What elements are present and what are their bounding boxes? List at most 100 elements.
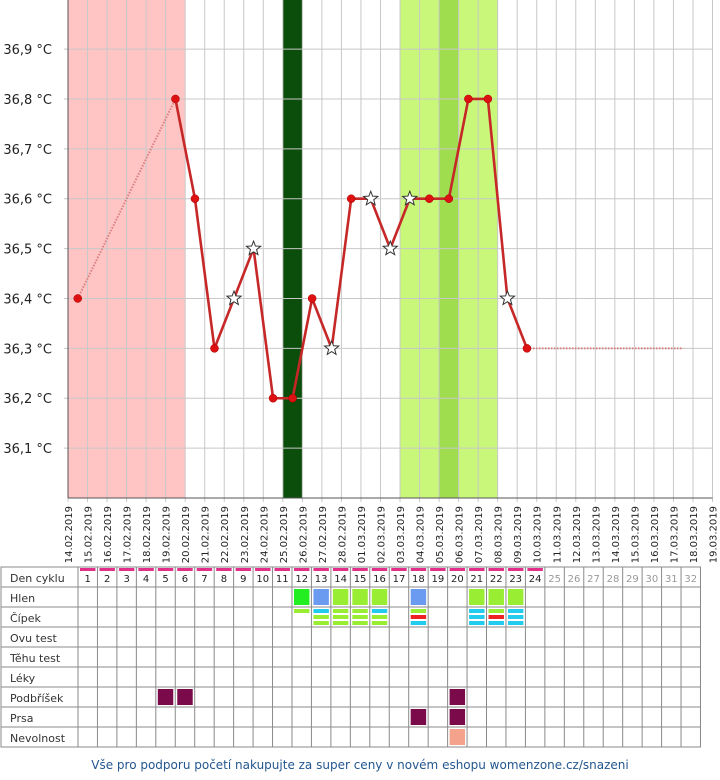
temperature-segment [252, 248, 275, 399]
cycle-day-number: 26 [568, 574, 581, 585]
hlen-mark [469, 589, 485, 605]
cycle-day-number: 29 [626, 574, 639, 585]
temperature-segment [389, 198, 411, 250]
x-tick-label: 09.03.2019 [513, 506, 524, 563]
x-tick-label: 22.02.2019 [220, 506, 231, 563]
recorded-day-flag [177, 568, 193, 571]
recorded-day-flag [371, 568, 388, 571]
cycle-day-number: 5 [162, 574, 168, 585]
prsa-mark [410, 709, 427, 725]
star-marker [401, 189, 419, 206]
temperature-segment [486, 98, 509, 299]
x-tick-label: 17.02.2019 [123, 506, 134, 563]
cipek-mark [352, 615, 368, 619]
cipek-mark [313, 609, 329, 613]
hlen-mark [352, 589, 368, 605]
recorded-day-flag [527, 568, 543, 571]
recorded-day-flag [293, 568, 310, 571]
temperature-chart: 36,1 °C 36,2 °C 36,3 °C 36,4 °C 36,5 °C 36,6 … [3, 0, 719, 563]
cycle-day-number: 23 [509, 574, 522, 585]
x-tick-label: 08.03.2019 [494, 506, 505, 563]
recorded-day-flag [332, 568, 349, 571]
dot-marker [522, 344, 532, 353]
temperature-segment [447, 98, 470, 199]
x-tick-label: 20.02.2019 [181, 506, 192, 563]
cycle-day-number: 24 [529, 574, 542, 585]
temperature-segment [369, 198, 392, 250]
table-row-label: Podbříšek [10, 692, 64, 705]
cycle-day-number: 9 [240, 574, 246, 585]
dot-marker [346, 194, 356, 203]
cipek-mark [371, 621, 388, 625]
table-row-label: Čípek [10, 612, 41, 625]
x-tick-label: 15.02.2019 [84, 506, 95, 563]
x-tick-label: 01.03.2019 [357, 506, 368, 563]
hlen-mark [410, 589, 427, 605]
cipek-mark [410, 609, 427, 613]
cipek-mark [410, 615, 427, 619]
table-row-label: Hlen [10, 592, 35, 605]
x-tick-label: 25.02.2019 [279, 506, 290, 563]
x-tick-label: 16.03.2019 [650, 506, 661, 563]
cycle-day-number: 17 [393, 574, 406, 585]
cycle-day-number: 14 [334, 574, 347, 585]
x-tick-label: 14.03.2019 [611, 506, 622, 563]
x-tick-label: 16.02.2019 [103, 506, 114, 563]
cipek-mark [488, 621, 504, 625]
x-tick-label: 07.03.2019 [474, 506, 485, 563]
x-tick-label: 14.02.2019 [64, 506, 75, 563]
cycle-day-number: 19 [432, 574, 445, 585]
recorded-day-flag [99, 568, 115, 571]
cipek-mark [352, 621, 368, 625]
y-tick-label: 36,1 °C [3, 442, 52, 457]
x-tick-label: 18.02.2019 [142, 506, 153, 563]
cipek-mark [507, 621, 524, 625]
table-row-label: Těhu test [9, 652, 61, 665]
cycle-day-number: 15 [354, 574, 367, 585]
cipek-mark [507, 615, 524, 619]
dot-marker [73, 294, 83, 303]
star-marker [323, 339, 341, 356]
x-tick-label: 27.02.2019 [318, 506, 329, 563]
temperature-segment [330, 198, 353, 349]
temperature-segment [506, 298, 529, 349]
hlen-mark [488, 589, 504, 605]
recorded-day-flag [507, 568, 524, 571]
podbrisek-mark [157, 689, 174, 705]
x-tick-label: 21.02.2019 [201, 506, 212, 563]
cipek-mark [313, 621, 329, 625]
prsa-mark [449, 709, 466, 725]
x-axis-ticks: 14.02.2019 15.02.2019 16.02.2019 17.02.2019… [64, 506, 719, 563]
star-marker [245, 239, 262, 256]
hlen-mark [332, 589, 349, 605]
cycle-day-number: 12 [295, 574, 308, 585]
cycle-day-number: 27 [587, 574, 600, 585]
dot-marker [171, 94, 180, 104]
footer-promo-link[interactable]: Vše pro podporu početí nakupujte za supe… [91, 758, 629, 772]
recorded-day-flag [138, 568, 154, 571]
cycle-day-number: 11 [276, 574, 289, 585]
temperature-segment [232, 248, 255, 299]
cycle-day-number: 13 [315, 574, 328, 585]
cycle-day-number: 16 [373, 574, 386, 585]
cipek-mark [469, 621, 485, 625]
cycle-day-number: 2 [104, 574, 110, 585]
y-tick-label: 36,9 °C [3, 43, 52, 58]
temperature-segment [310, 298, 333, 349]
temperature-segment [174, 98, 197, 199]
dot-marker [464, 94, 473, 104]
recorded-day-flag [488, 568, 504, 571]
recorded-day-flag [235, 568, 252, 571]
x-tick-label: 19.03.2019 [708, 506, 719, 563]
recorded-day-flag [449, 568, 466, 571]
cipek-mark [507, 609, 524, 613]
cipek-mark [469, 609, 485, 613]
star-marker [225, 289, 243, 306]
x-tick-label: 13.03.2019 [591, 506, 602, 563]
temperature-segment [76, 98, 177, 299]
temperature-segment [291, 298, 314, 399]
cycle-day-number: 8 [221, 574, 227, 585]
x-tick-label: 12.03.2019 [572, 506, 583, 563]
dot-marker [190, 194, 200, 203]
temperature-markers [73, 94, 532, 403]
